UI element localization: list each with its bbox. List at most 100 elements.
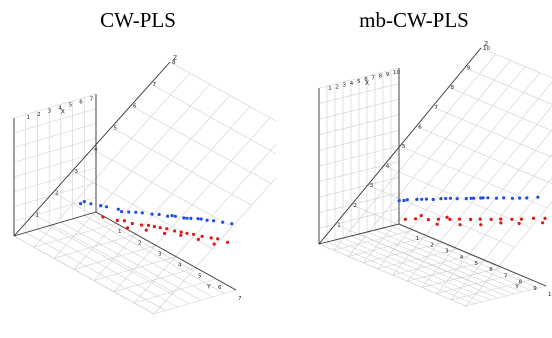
floor-grid-line	[48, 225, 190, 304]
red-data-point	[226, 240, 230, 244]
wall-grid-line	[13, 137, 97, 163]
red-data-point	[458, 223, 462, 227]
z-tick-label: 1	[337, 222, 341, 228]
wall-grid-line	[406, 105, 552, 282]
wall-grid-line	[150, 83, 276, 155]
y-tick-label: 6	[489, 267, 493, 273]
y-tick-label: 1	[416, 236, 420, 242]
x-tick-label: 10	[393, 70, 400, 76]
blue-data-point	[127, 210, 131, 214]
blue-data-point	[510, 196, 514, 200]
blue-data-point	[455, 197, 459, 201]
blue-data-point	[486, 196, 490, 200]
y-tick-label: 2	[430, 242, 434, 248]
blue-data-point	[444, 196, 448, 201]
y-tick-label: 3	[445, 249, 449, 255]
wall-grid-line	[416, 126, 552, 185]
blue-data-point	[415, 197, 419, 201]
red-data-point	[130, 221, 134, 226]
wall-grid-line	[72, 170, 213, 250]
wall-grid-line	[436, 153, 552, 294]
blue-data-point	[205, 218, 209, 222]
blue-data-point	[99, 204, 103, 208]
red-data-point	[469, 217, 473, 221]
wall-grid-line	[377, 72, 541, 269]
blue-data-point	[479, 196, 483, 200]
red-data-point	[179, 230, 183, 234]
x-tick-label: 2	[335, 84, 339, 90]
y-tick-label: 6	[218, 285, 222, 291]
blue-data-point	[518, 196, 522, 200]
floor-grid-line	[407, 260, 488, 282]
z-tick-label: 9	[467, 66, 471, 72]
y-axis-label: Y	[514, 284, 519, 291]
red-data-point	[436, 217, 440, 221]
red-series	[403, 214, 547, 227]
blue-data-point	[502, 196, 506, 200]
wall-grid-line	[13, 152, 97, 178]
x-tick-label: 7	[90, 96, 94, 102]
floor-grid-line	[342, 237, 491, 301]
x-tick-label: 1	[328, 86, 332, 92]
red-data-point	[419, 214, 423, 218]
axis-line	[13, 61, 171, 237]
red-data-point	[478, 217, 482, 221]
axis-line	[398, 223, 547, 287]
wall-grid-line	[480, 47, 552, 79]
floor-grid-line	[350, 235, 499, 299]
red-data-point	[519, 217, 523, 221]
red-data-point	[196, 237, 200, 241]
wall-grid-line	[133, 144, 276, 304]
x-tick-label: 3	[343, 83, 347, 89]
x-tick-label: 4	[350, 81, 354, 87]
y-tick-label: 2	[138, 240, 142, 246]
blue-data-point	[448, 196, 453, 200]
wall-grid-line	[130, 105, 272, 184]
z-tick-label: 6	[418, 124, 422, 130]
red-data-point	[445, 215, 449, 219]
blue-data-point	[134, 210, 138, 214]
z-tick-label: 6	[133, 104, 137, 110]
wall-grid-line	[13, 108, 97, 134]
x-axis-label: X	[365, 80, 369, 87]
x-tick-label: 6	[79, 99, 83, 105]
blue-data-point	[182, 216, 186, 220]
wall-grid-line	[432, 106, 552, 158]
floor-grid-line	[334, 239, 483, 303]
blue-data-point	[140, 211, 144, 215]
y-tick-label: 4	[178, 263, 182, 269]
blue-data-point	[173, 214, 177, 218]
wall-grid-line	[333, 54, 496, 251]
z-axis-label: Z	[173, 55, 177, 62]
x-tick-label: 1	[27, 115, 31, 121]
x-tick-label: 3	[48, 109, 52, 115]
red-data-point	[499, 221, 503, 225]
red-data-point	[191, 232, 196, 236]
blue-data-point	[402, 198, 406, 203]
floor-grid-line	[25, 232, 166, 311]
z-tick-label: 5	[402, 144, 406, 150]
blue-data-point	[157, 212, 161, 217]
red-data-point	[489, 217, 493, 221]
z-tick-label: 4	[386, 164, 390, 170]
y-tick-label: 5	[198, 274, 202, 280]
z-tick-label: 8	[172, 60, 176, 66]
wall-grid-line	[13, 167, 97, 193]
axes	[13, 61, 237, 291]
floor-grid-line	[436, 273, 517, 294]
blue-data-point	[89, 202, 93, 206]
y-tick-label: 1	[118, 229, 122, 235]
red-data-point	[479, 223, 483, 227]
y-tick-label: 7	[504, 273, 508, 279]
blue-data-point	[116, 207, 120, 211]
scatter-plot-3d-right: 123456789101234567891012345678910YZX	[318, 41, 552, 307]
blue-data-point	[196, 217, 200, 221]
wall-grid-line	[113, 117, 271, 292]
wall-grid-line	[93, 106, 251, 281]
blue-data-point	[120, 210, 124, 214]
y-tick-label: 10	[548, 292, 552, 298]
y-tick-label: 3	[158, 251, 162, 257]
red-data-point	[517, 221, 521, 226]
